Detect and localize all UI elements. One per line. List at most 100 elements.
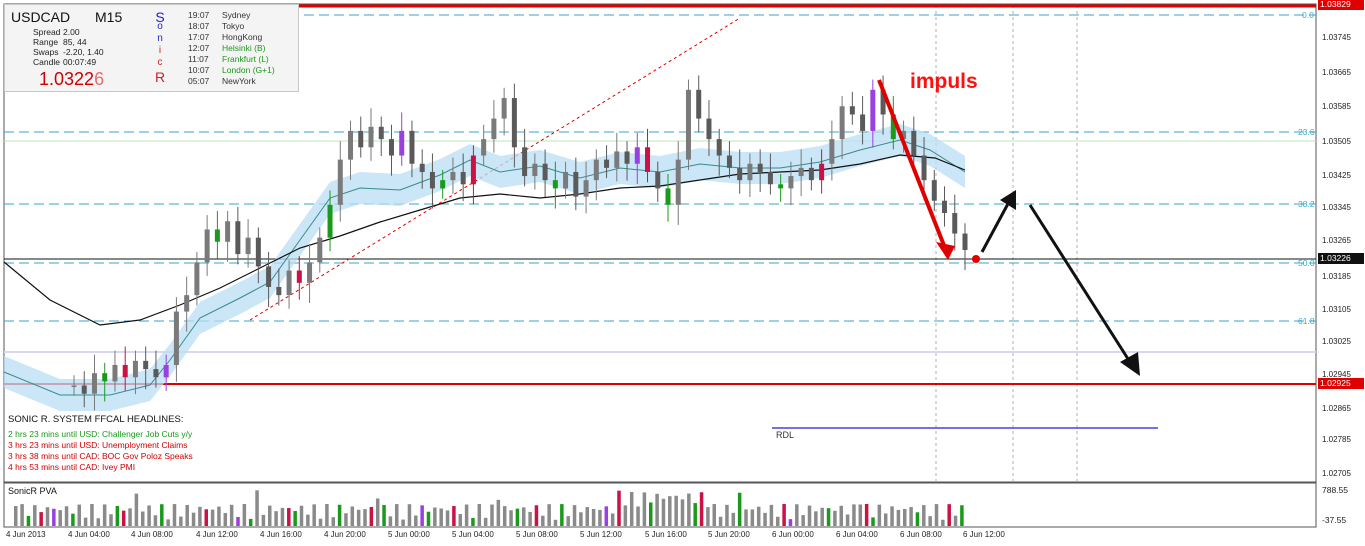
candle-body (511, 98, 517, 148)
volume-bar (871, 517, 875, 526)
session-name: London (G+1) (222, 65, 275, 75)
candle-body (184, 295, 190, 312)
candle-body (388, 139, 394, 156)
volume-bar (166, 519, 170, 526)
time-tick-label: 6 Jun 04:00 (836, 530, 878, 539)
price-tick-label: 1.03665 (1322, 68, 1351, 77)
fib-level-label: 0.0 (1302, 10, 1314, 20)
candle-body (808, 167, 814, 181)
current-price-tag: 1.03226 (1318, 253, 1364, 264)
candle-body (491, 118, 497, 140)
candle-body (593, 159, 599, 181)
volume-bar (617, 490, 621, 526)
volume-bar (268, 505, 272, 526)
candle-body (696, 89, 702, 119)
candle-body (296, 270, 302, 283)
impuls-annotation[interactable]: impuls (910, 70, 978, 93)
volume-bar (826, 508, 831, 526)
volume-bar (280, 507, 285, 526)
candle-body (604, 159, 610, 168)
volume-bar (502, 506, 507, 526)
volume-bar (375, 498, 380, 526)
pullback-arrow-line (980, 199, 1012, 253)
volume-bar (928, 516, 932, 526)
candle-body (399, 130, 405, 156)
volume-bar (350, 506, 355, 526)
volume-bar (636, 506, 640, 526)
candle-body (225, 221, 231, 242)
stat-row: Spread 2.00 (33, 27, 80, 37)
volume-bar (382, 505, 386, 526)
volume-bar (52, 508, 56, 526)
price-tick-label: 1.02705 (1322, 469, 1351, 478)
indicator-min-label: -37.55 (1322, 515, 1347, 525)
fib-level-label: 38.2 (1298, 199, 1315, 209)
volume-bar (414, 515, 418, 526)
time-tick-label: 5 Jun 16:00 (645, 530, 687, 539)
volume-bar (604, 506, 609, 526)
candle-body (460, 171, 466, 185)
price-tick-label: 1.03425 (1322, 171, 1351, 180)
candle-body (778, 184, 784, 189)
candle-body (890, 114, 896, 140)
volume-bar (883, 513, 888, 526)
volume-bar (255, 490, 259, 526)
volume-bar (160, 504, 164, 526)
price-tick-label: 1.02865 (1322, 404, 1351, 413)
dragon-mid-line (3, 139, 966, 396)
session-row: 19:07 Sydney (188, 10, 250, 21)
volume-bar (807, 505, 812, 526)
session-row: 11:07 Frankfurt (L) (188, 54, 269, 65)
fib-level-label: 23.6 (1298, 127, 1315, 137)
volume-bar (26, 515, 31, 526)
session-time: 19:07 (188, 10, 210, 20)
candle-body (962, 233, 968, 250)
candle-body (173, 311, 179, 365)
volume-bar (483, 517, 488, 526)
candle-body (716, 139, 722, 156)
volume-bar (388, 516, 393, 526)
session-row: 12:07 Helsinki (B) (188, 43, 265, 54)
candle-body (440, 180, 446, 189)
volume-bar (566, 516, 570, 526)
volume-bar (668, 496, 672, 526)
candle-body (112, 364, 118, 382)
volume-bar (185, 504, 189, 526)
session-time: 17:07 (188, 32, 210, 42)
price-tick-label: 1.02945 (1322, 370, 1351, 379)
candle-body (255, 237, 261, 267)
volume-bar (661, 498, 666, 526)
volume-bar (528, 511, 532, 526)
candle-body (573, 171, 579, 197)
price-tick-label: 1.02785 (1322, 435, 1351, 444)
volume-bar (439, 508, 443, 526)
candle-body (880, 89, 886, 115)
volume-bar (560, 504, 564, 526)
time-tick-label: 4 Jun 12:00 (196, 530, 238, 539)
volume-bar (934, 504, 939, 526)
volume-bar (33, 505, 37, 526)
volume-bar (318, 518, 323, 526)
volume-bar (693, 503, 697, 526)
volume-bar (363, 509, 367, 526)
volume-bar (64, 506, 69, 526)
volume-bar (261, 514, 266, 526)
volume-bar (960, 505, 964, 526)
volume-bar (83, 517, 88, 526)
volume-bar (395, 504, 399, 526)
volume-bar (915, 512, 920, 526)
volume-bar (433, 507, 437, 526)
time-tick-label: 5 Jun 00:00 (388, 530, 430, 539)
volume-bar (547, 504, 551, 526)
price-tick-label: 1.03025 (1322, 337, 1351, 346)
candle-body (839, 106, 845, 140)
indicator-max-label: 788.55 (1322, 485, 1348, 495)
volume-bar (890, 506, 894, 526)
time-tick-label: 4 Jun 2013 (6, 530, 46, 539)
candle-body (358, 130, 364, 148)
session-name: HongKong (222, 32, 263, 42)
candle-body (419, 163, 425, 172)
volume-bar (610, 513, 615, 526)
